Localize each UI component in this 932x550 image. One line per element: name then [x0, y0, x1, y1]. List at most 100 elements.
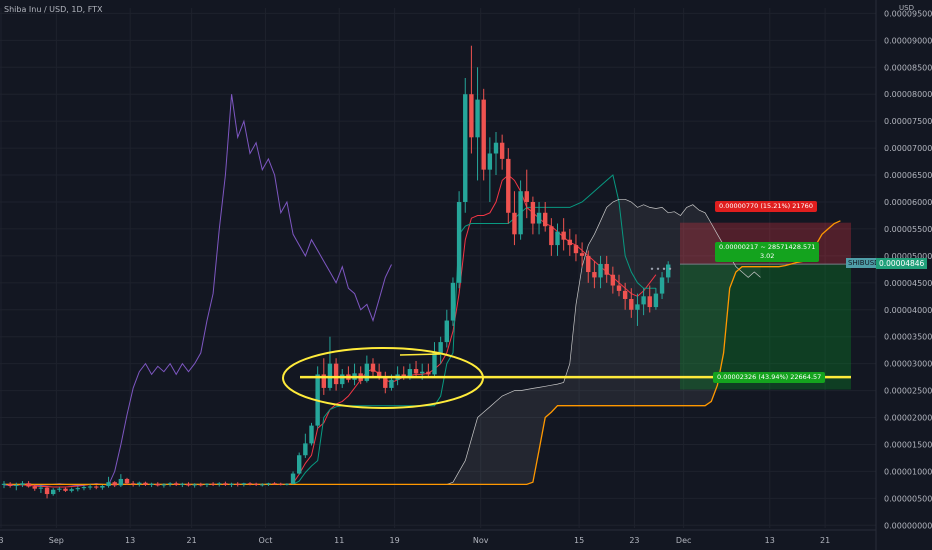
candle-body: [229, 483, 234, 485]
candle-body: [389, 379, 394, 388]
candle-body: [204, 483, 210, 485]
entry-label[interactable]: 0.00000217 ~ 28571428.571 3.02: [715, 242, 820, 262]
candle-body: [629, 298, 634, 310]
candle-body: [543, 212, 548, 227]
candle-body: [174, 483, 179, 485]
candle-body: [616, 285, 622, 291]
time-tick-label: Oct: [259, 536, 273, 545]
candle-body: [149, 483, 154, 485]
candle-body: [290, 473, 296, 484]
candle-body: [180, 483, 185, 485]
candle-body: [210, 483, 216, 485]
time-tick-label: Nov: [473, 536, 489, 545]
candle-body: [641, 296, 646, 305]
price-tick-label: 0.00009000: [884, 36, 932, 45]
price-axis: 0.00009500 0.00009000 0.00008500 0.00008000…: [875, 0, 932, 550]
candle-body: [622, 290, 628, 299]
candle-body: [450, 282, 456, 321]
dotted-marker: [656, 267, 660, 271]
currency-label: USD: [899, 4, 914, 12]
candle-body: [100, 485, 105, 488]
price-tick-label: 0.00007000: [884, 144, 932, 153]
candle-body: [32, 486, 37, 489]
candle-body: [653, 293, 659, 308]
candle-body: [161, 484, 167, 486]
candle-body: [376, 371, 382, 378]
stop-loss-label[interactable]: 0.00000770 (15.21%) 21760: [715, 201, 817, 212]
dotted-marker: [668, 267, 672, 271]
ichimoku-cloud: [4, 199, 761, 485]
candle-body: [235, 483, 240, 485]
last-price-symbol: SHIBUSD: [846, 258, 882, 268]
symbol-title: Shiba Inu / USD, 1D, FTX: [4, 5, 103, 14]
candle-body: [469, 94, 474, 138]
candle-body: [260, 484, 265, 486]
candle-body: [20, 483, 25, 485]
price-tick-label: 0.00001500: [884, 440, 932, 449]
last-price-badge: 0.00004846: [876, 258, 928, 269]
price-tick-label: 0.00009500: [884, 9, 932, 18]
price-tick-label: 0.00004000: [884, 306, 932, 315]
candle-body: [463, 94, 468, 202]
candle-body: [63, 488, 68, 491]
candle-body: [124, 478, 130, 484]
candle-body: [192, 484, 197, 486]
candle-body: [635, 304, 640, 310]
candle-body: [549, 226, 554, 246]
candle-body: [143, 482, 148, 485]
candle-body: [321, 374, 326, 388]
candle-body: [51, 489, 56, 495]
candle-body: [659, 277, 665, 294]
candle-body: [69, 489, 74, 491]
candle-body: [247, 483, 253, 485]
entry-label-line2: 3.02: [759, 252, 775, 260]
price-tick-label: 0.00006000: [884, 198, 932, 207]
candle-body: [241, 483, 247, 485]
candle-body: [57, 488, 62, 490]
candle-body: [481, 99, 486, 170]
candle-body: [506, 158, 511, 213]
candle-body: [432, 352, 437, 375]
cloud-fill: [4, 199, 761, 485]
candle-body: [309, 425, 314, 444]
candle-body: [272, 483, 277, 485]
candle-body: [7, 483, 13, 486]
price-tick-label: 0.00005500: [884, 225, 932, 234]
candle-body: [137, 482, 142, 485]
accumulation-ellipse: [282, 347, 484, 409]
candle-body: [604, 263, 609, 275]
time-tick-label: 15: [574, 536, 584, 545]
candle-body: [297, 455, 302, 474]
candle-body: [303, 443, 308, 456]
price-tick-label: 0.00005000: [884, 252, 932, 261]
candle-body: [167, 483, 173, 485]
candle-body: [420, 371, 425, 374]
time-tick-label: 3: [0, 536, 4, 545]
candle-body: [475, 99, 480, 138]
price-tick-label: 0.00008500: [884, 63, 932, 72]
time-tick-label: 19: [390, 536, 400, 545]
price-tick-label: 0.00000500: [884, 494, 932, 503]
candle-body: [253, 483, 259, 485]
time-tick-label: 13: [765, 536, 775, 545]
candle-body: [536, 212, 542, 224]
candle-body: [383, 377, 388, 388]
candle-body: [518, 191, 523, 235]
candle-body: [487, 153, 493, 170]
target-label[interactable]: 0.00002326 (43.94%) 22664.57: [713, 372, 826, 383]
time-tick-label: 13: [125, 536, 135, 545]
time-tick-label: Sep: [49, 536, 64, 545]
candle-body: [364, 363, 370, 381]
candle-body: [1, 483, 7, 485]
entry-label-line1: 0.00000217 ~ 28571428.571: [719, 243, 816, 251]
price-tick-label: 0.00002500: [884, 387, 932, 396]
price-tick-label: 0.00008000: [884, 90, 932, 99]
time-axis: 3 Sep 13 21 Oct 11 19 Nov 15 23 Dec 13 21: [0, 529, 876, 545]
handdrawn-mark: [399, 353, 441, 356]
candle-body: [407, 369, 413, 378]
candle-body: [499, 142, 505, 159]
price-tick-label: 0.00000000: [884, 521, 932, 530]
candle-body: [266, 483, 271, 485]
time-tick-label: 11: [334, 536, 344, 545]
